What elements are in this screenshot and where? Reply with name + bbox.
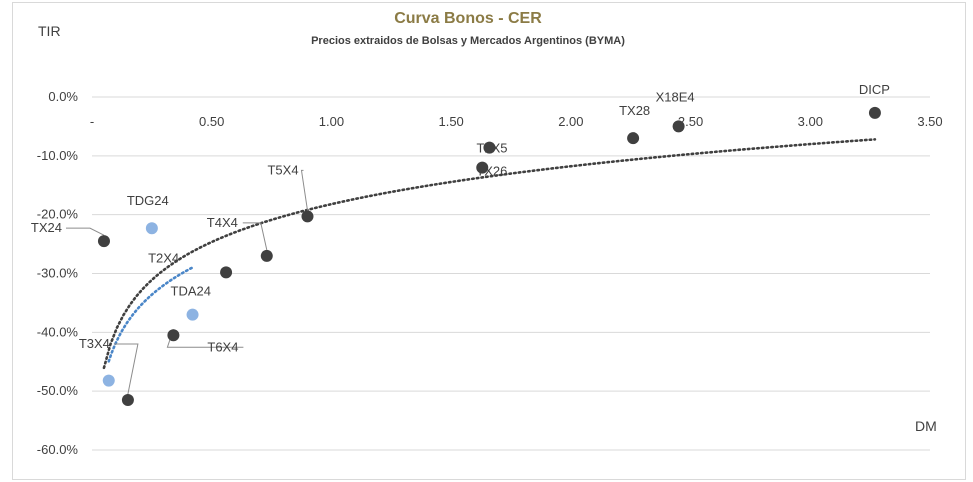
chart-frame bbox=[12, 2, 966, 480]
data-point bbox=[97, 235, 110, 248]
data-label: T5X4 bbox=[267, 162, 298, 177]
data-label: T2X4 bbox=[148, 250, 179, 265]
data-label: TX24 bbox=[31, 220, 62, 235]
y-tick-label: 0.0% bbox=[48, 89, 78, 104]
data-point bbox=[186, 308, 199, 321]
data-point bbox=[476, 161, 489, 174]
trendline bbox=[102, 138, 877, 370]
x-tick-label: 1.00 bbox=[319, 114, 344, 129]
x-tick-label: 1.50 bbox=[438, 114, 463, 129]
y-axis-title: TIR bbox=[38, 23, 61, 39]
data-point bbox=[483, 141, 496, 154]
label-leader-line bbox=[242, 222, 268, 250]
data-point bbox=[868, 106, 881, 119]
data-point bbox=[102, 374, 115, 387]
chart-subtitle: Precios extraidos de Bolsas y Mercados A… bbox=[311, 35, 625, 47]
x-tick-label: 2.00 bbox=[558, 114, 583, 129]
trendline bbox=[107, 266, 194, 363]
label-leader-line bbox=[113, 343, 139, 395]
x-tick-label: 3.50 bbox=[917, 114, 942, 129]
y-tick-label: -60.0% bbox=[37, 442, 79, 457]
data-point bbox=[167, 329, 180, 342]
data-labels: TX24 T3X4 T6X4 T2X4 T4X4 T5X4 T2X5 TX26 TX28 X18E… bbox=[31, 82, 890, 354]
data-label: TDG24 bbox=[127, 193, 169, 208]
data-label: T6X4 bbox=[207, 339, 238, 354]
data-points bbox=[97, 106, 881, 406]
data-label: TX26 bbox=[476, 164, 507, 179]
y-tick-label: -40.0% bbox=[37, 324, 79, 339]
label-leader-line bbox=[65, 227, 105, 236]
data-point bbox=[672, 120, 685, 133]
y-tick-label: -10.0% bbox=[37, 148, 79, 163]
data-label: X18E4 bbox=[656, 89, 695, 104]
gridlines bbox=[92, 96, 930, 451]
data-label: DICP bbox=[859, 82, 890, 97]
data-point bbox=[121, 393, 134, 406]
data-label: TDA24 bbox=[171, 284, 211, 299]
data-point bbox=[301, 210, 314, 223]
y-tick-label: -30.0% bbox=[37, 266, 79, 281]
data-label: T2X5 bbox=[476, 141, 507, 156]
label-leaders bbox=[65, 169, 308, 395]
data-point bbox=[627, 132, 640, 145]
axis-ticks: 0.0% -10.0% -20.0% -30.0% -40.0% -50.0% -60.0%… bbox=[37, 89, 943, 457]
data-point bbox=[145, 222, 158, 235]
x-tick-label: 3.00 bbox=[798, 114, 823, 129]
data-label: TX28 bbox=[619, 103, 650, 118]
label-leader-line bbox=[300, 169, 308, 211]
data-label: T4X4 bbox=[207, 215, 238, 230]
trendlines bbox=[102, 138, 877, 370]
x-tick-label: 0.50 bbox=[199, 114, 224, 129]
y-tick-label: -20.0% bbox=[37, 207, 79, 222]
data-point bbox=[220, 266, 233, 279]
data-point bbox=[260, 249, 273, 262]
x-tick-label: - bbox=[90, 114, 94, 129]
y-tick-label: -50.0% bbox=[37, 383, 79, 398]
chart-title: Curva Bonos - CER bbox=[394, 10, 542, 27]
data-label: T3X4 bbox=[79, 336, 110, 351]
x-axis-title: DM bbox=[915, 418, 937, 434]
